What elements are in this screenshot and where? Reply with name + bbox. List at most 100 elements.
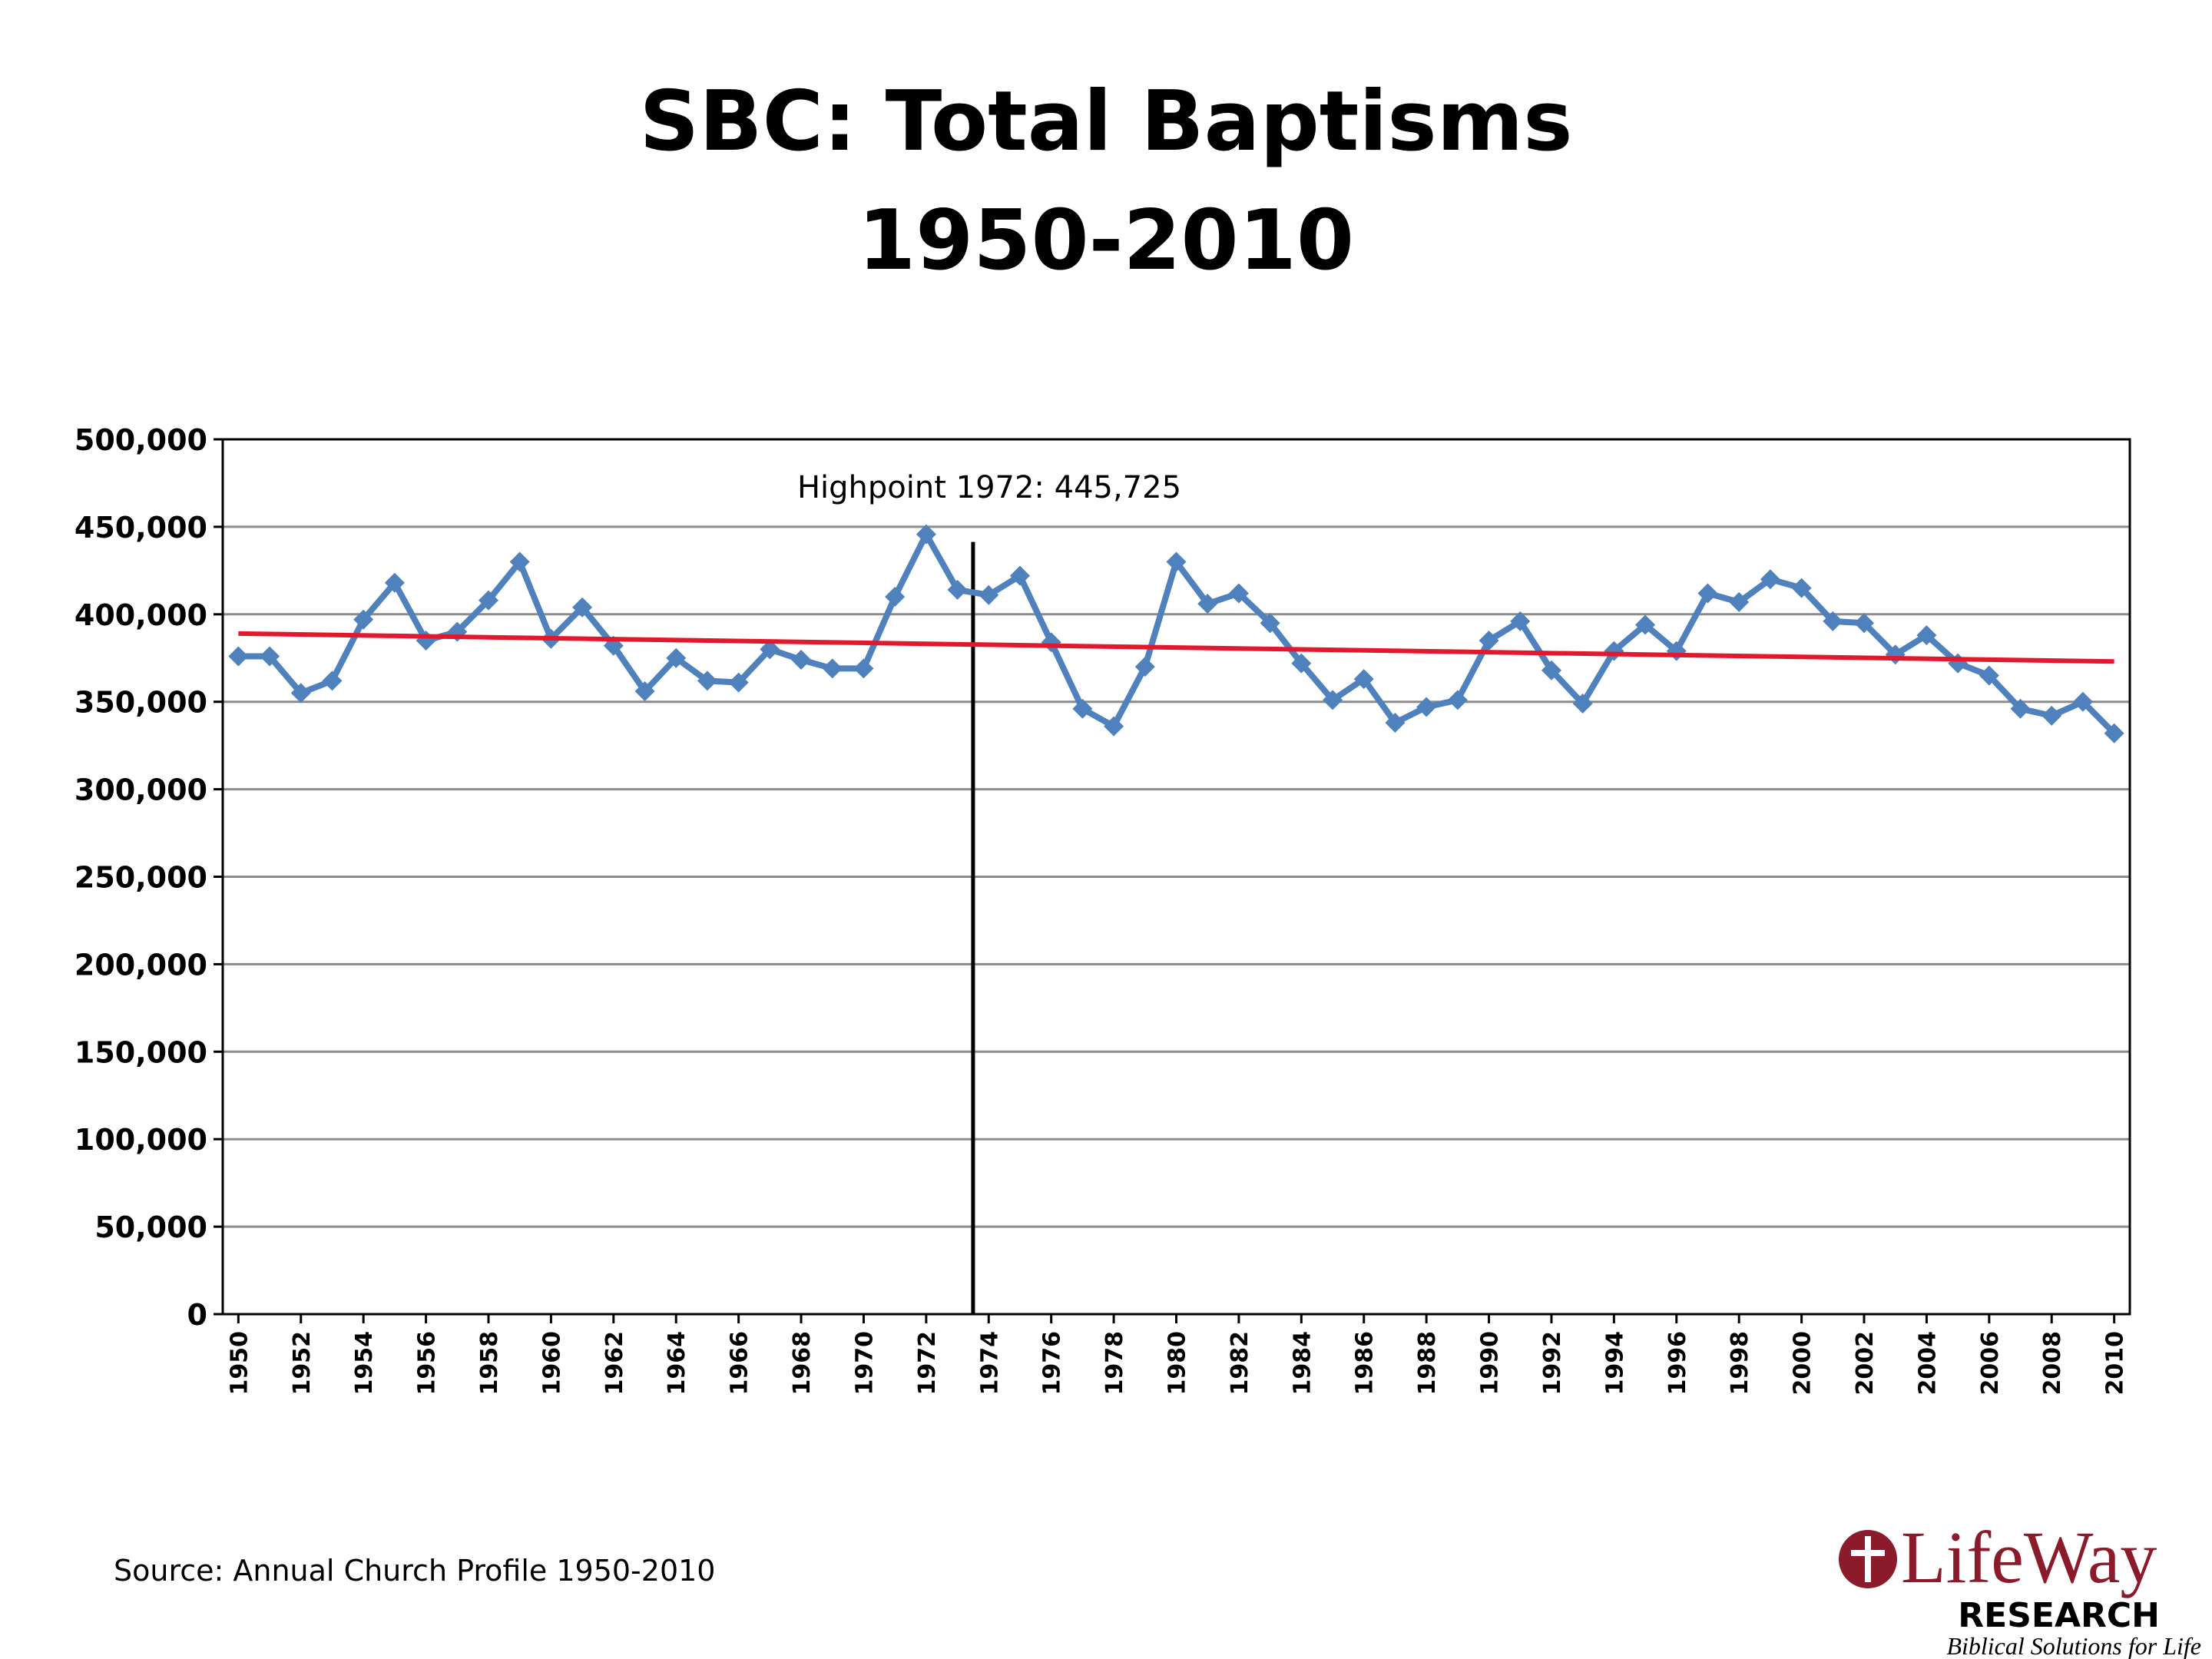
data-point: [1134, 657, 1155, 677]
data-point: [1635, 614, 1656, 635]
data-point: [1228, 583, 1249, 604]
x-tick-label: 2000: [1790, 1331, 1816, 1396]
data-point: [260, 646, 280, 667]
data-point: [1854, 613, 1875, 634]
x-tick-label: 1966: [727, 1331, 753, 1396]
data-point: [1009, 565, 1030, 586]
x-tick-label: 1960: [538, 1331, 565, 1396]
y-tick-label: 200,000: [75, 948, 207, 982]
x-tick-label: 1998: [1727, 1331, 1753, 1396]
data-point: [509, 551, 530, 572]
data-point: [1916, 625, 1937, 646]
y-tick-label: 350,000: [75, 686, 207, 720]
data-point: [2072, 691, 2093, 712]
x-tick-label: 1958: [476, 1331, 503, 1396]
data-point: [1447, 690, 1468, 710]
data-point: [353, 609, 374, 630]
data-point: [979, 584, 999, 605]
x-tick-label: 1996: [1664, 1331, 1691, 1396]
x-tick-label: 1984: [1289, 1331, 1316, 1396]
data-point: [478, 590, 498, 611]
x-tick-label: 1964: [664, 1331, 690, 1396]
data-point: [666, 647, 687, 668]
data-point: [1416, 697, 1437, 717]
x-tick-label: 1992: [1539, 1331, 1566, 1396]
data-point: [947, 579, 968, 600]
y-tick-label: 150,000: [75, 1035, 207, 1069]
y-tick-label: 250,000: [75, 861, 207, 895]
logo: LifeWay RESEARCH Biblical Solutions for …: [1839, 1516, 2201, 1659]
data-point: [1385, 713, 1406, 733]
data-point: [1323, 690, 1343, 710]
x-tick-label: 1982: [1227, 1331, 1253, 1396]
data-point: [2041, 705, 2062, 726]
data-point: [1197, 594, 1218, 614]
data-point: [1041, 632, 1061, 653]
data-point: [1104, 716, 1124, 737]
data-point: [728, 672, 749, 693]
data-point: [853, 658, 874, 679]
x-tick-label: 1968: [789, 1331, 816, 1396]
x-tick-label: 2004: [1914, 1331, 1941, 1396]
x-tick-label: 1986: [1352, 1331, 1379, 1396]
data-point: [1072, 698, 1093, 719]
data-point: [2010, 698, 2031, 719]
x-tick-label: 2002: [1852, 1331, 1879, 1396]
data-point: [634, 681, 655, 702]
data-point: [1979, 665, 1999, 686]
logo-line: RESEARCH: [1958, 1596, 2160, 1635]
data-point: [791, 650, 812, 671]
data-point: [1760, 569, 1780, 590]
data-point: [1791, 578, 1812, 598]
data-point: [228, 646, 249, 667]
x-tick-label: 2006: [1977, 1331, 2004, 1396]
x-tick-label: 1978: [1101, 1331, 1128, 1396]
data-point: [1697, 583, 1718, 604]
chart-subtitle: 1950-2010: [858, 193, 1354, 289]
data-point: [697, 671, 717, 691]
logo-cross: [1851, 1550, 1885, 1556]
y-tick-label: 300,000: [75, 773, 207, 807]
y-tick-label: 50,000: [94, 1210, 207, 1244]
x-tick-label: 1970: [851, 1331, 878, 1396]
x-tick-label: 1954: [351, 1331, 378, 1396]
data-point: [760, 639, 780, 660]
data-point: [1260, 613, 1280, 634]
logo-tagline: Biblical Solutions for Life: [1946, 1632, 2201, 1659]
logo-name: LifeWay: [1901, 1516, 2157, 1598]
data-point: [1823, 611, 1843, 631]
x-tick-label: 1962: [601, 1331, 628, 1396]
data-point: [572, 597, 593, 618]
logo-cross: [1865, 1536, 1871, 1582]
data-point: [916, 524, 936, 545]
data-point: [322, 671, 343, 691]
data-point: [2104, 723, 2124, 743]
data-point: [1510, 611, 1531, 631]
data-point: [1291, 653, 1312, 674]
x-tick-label: 1994: [1601, 1331, 1628, 1396]
data-point: [1729, 591, 1750, 612]
y-tick-label: 0: [187, 1298, 207, 1332]
x-tick-label: 1988: [1414, 1331, 1441, 1396]
data-point: [1353, 669, 1374, 690]
trend-line: [238, 631, 2114, 664]
x-tick-label: 2010: [2102, 1331, 2129, 1396]
data-point: [885, 587, 906, 608]
x-tick-label: 1950: [226, 1331, 253, 1396]
x-tick-label: 1952: [289, 1331, 316, 1396]
x-tick-label: 1972: [914, 1331, 941, 1396]
x-tick-label: 1980: [1164, 1331, 1191, 1396]
x-tick-label: 1956: [414, 1331, 441, 1396]
data-point: [1479, 630, 1499, 651]
chart-title: SBC: Total Baptisms: [639, 74, 1572, 170]
data-point: [384, 572, 405, 593]
x-tick-label: 2008: [2039, 1331, 2066, 1396]
data-point: [1572, 693, 1593, 714]
x-tick-label: 1976: [1039, 1331, 1066, 1396]
x-tick-label: 1990: [1477, 1331, 1504, 1396]
y-tick-label: 500,000: [75, 423, 207, 457]
annotation: Highpoint 1972: 445,725: [797, 470, 1181, 505]
source-note: Source: Annual Church Profile 1950-2010: [114, 1554, 715, 1588]
y-tick-label: 100,000: [75, 1123, 207, 1157]
